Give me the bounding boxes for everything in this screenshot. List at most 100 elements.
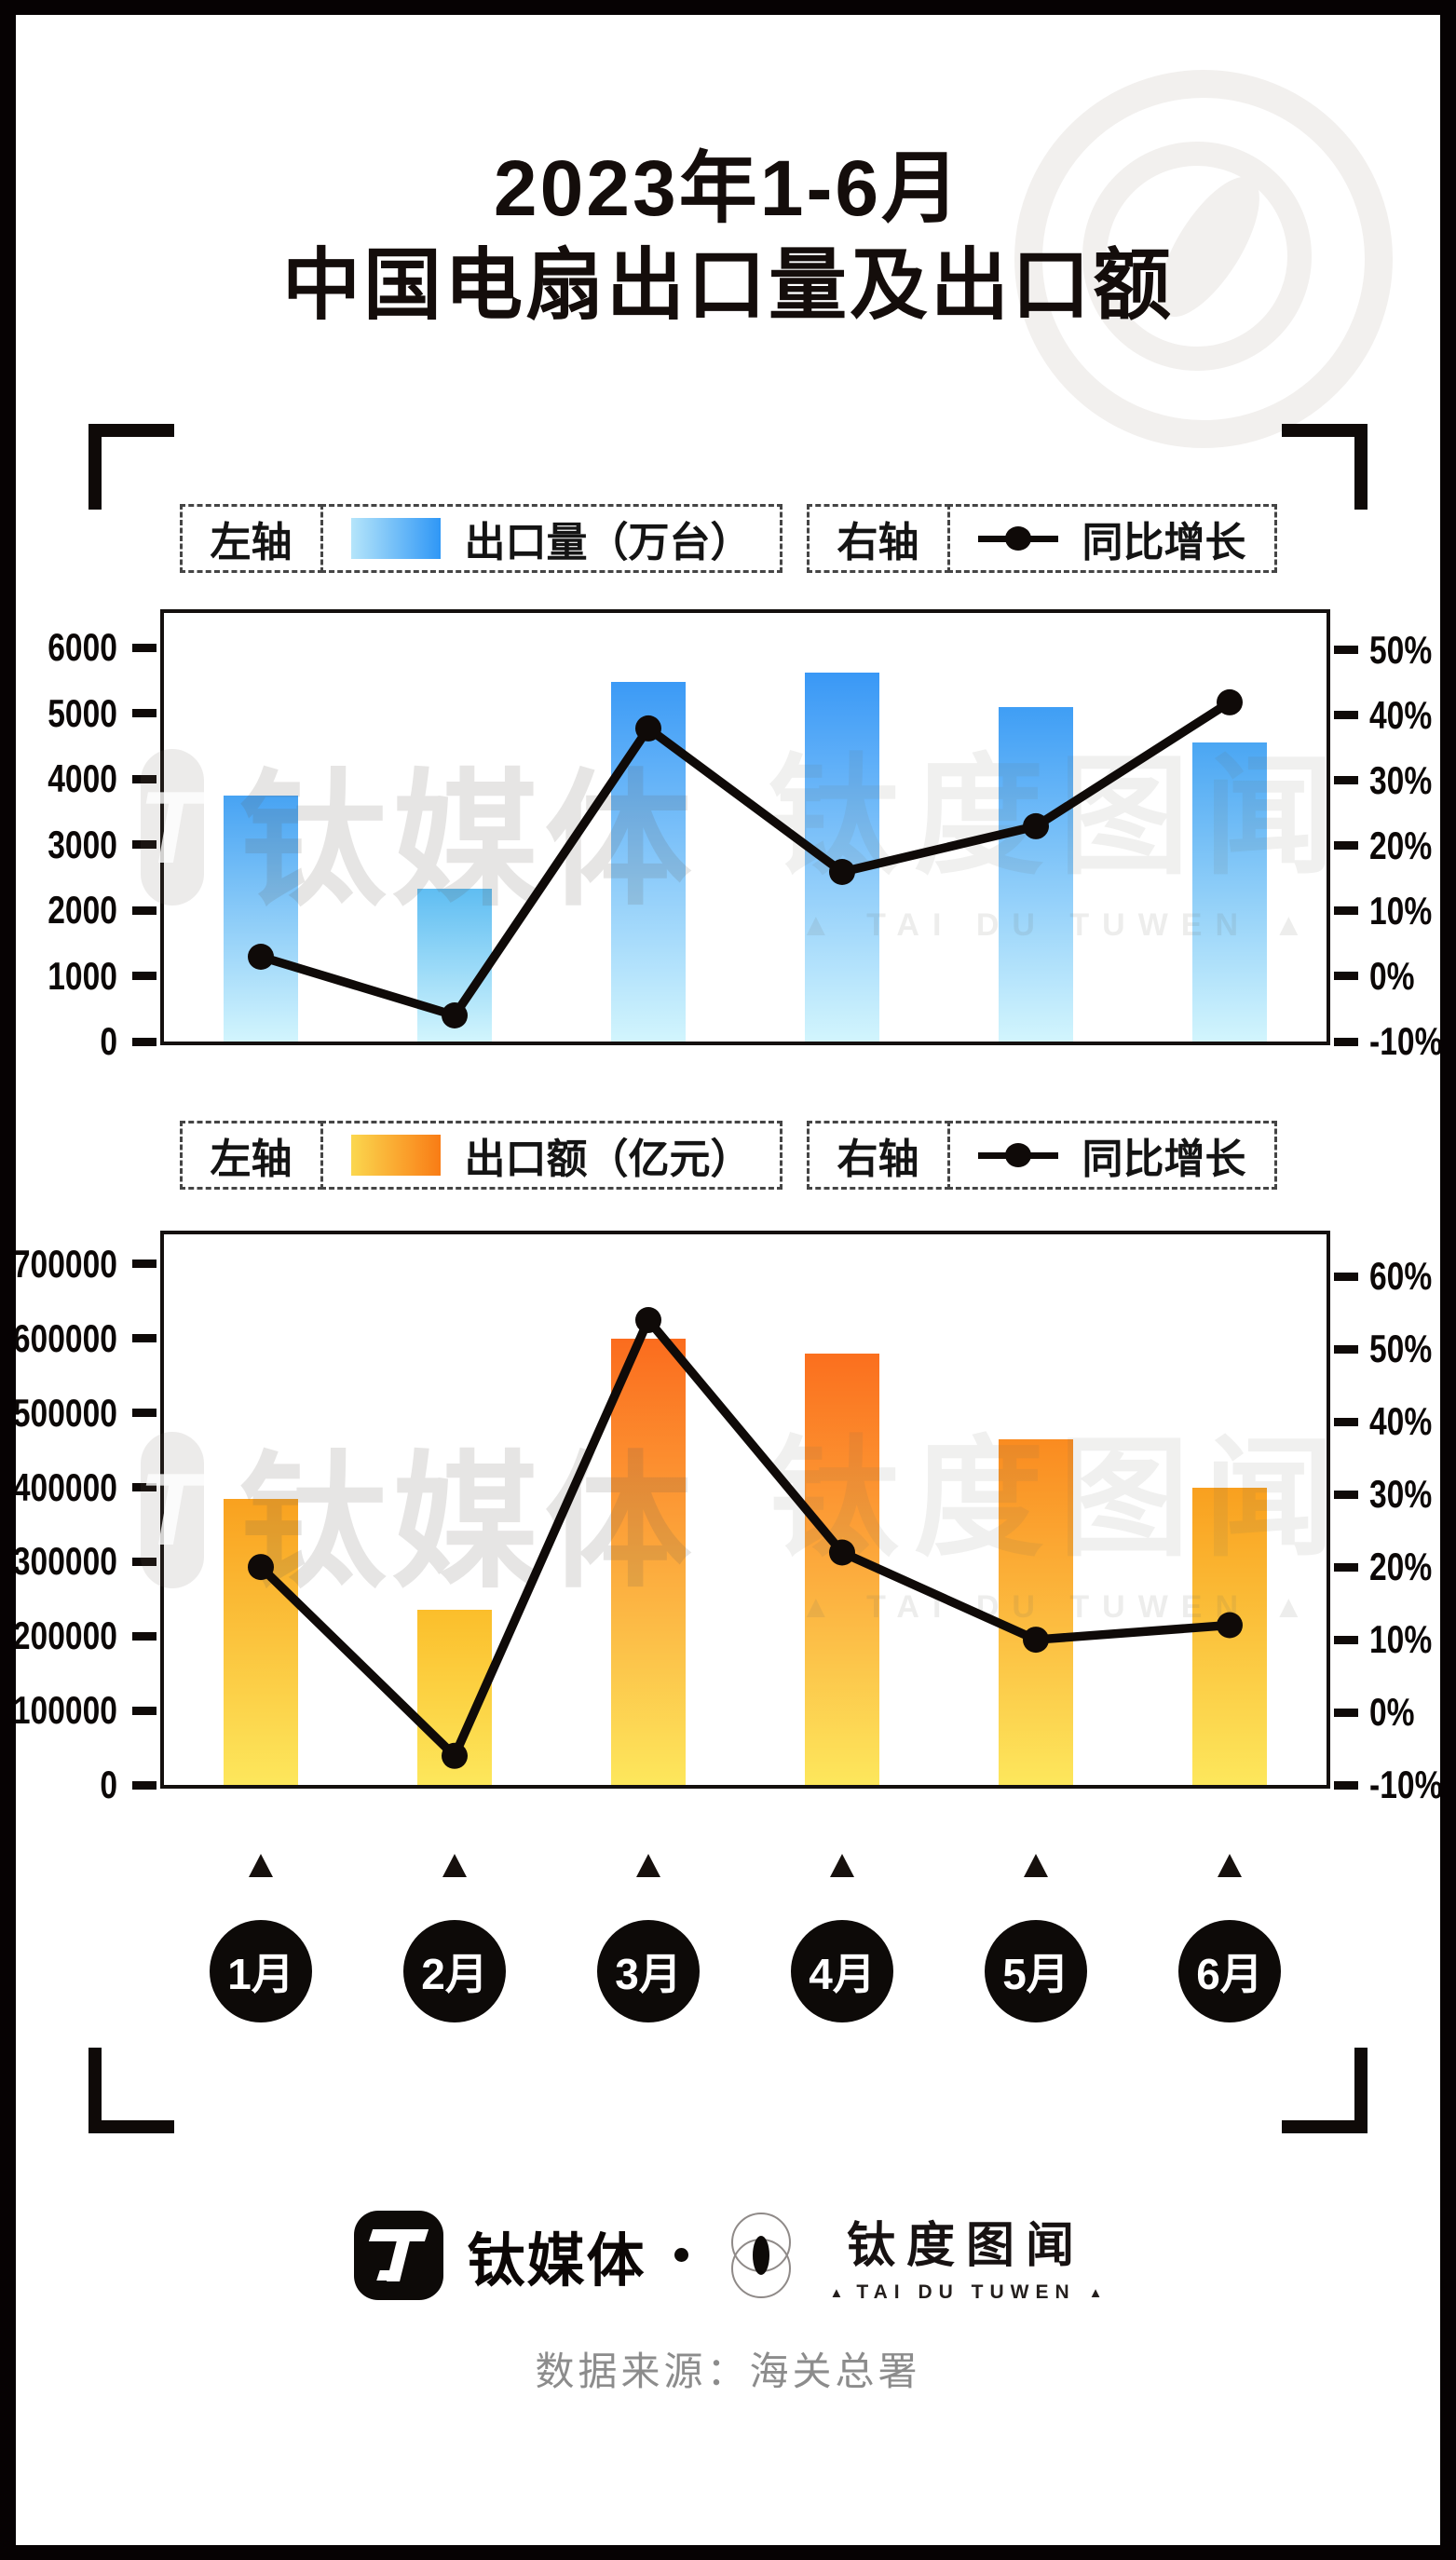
data-source: 数据来源：海关总署 — [535, 2349, 921, 2393]
bar-3月 — [611, 1338, 686, 1785]
month-label: 6月 — [1178, 1920, 1281, 2022]
right-axis-tick-label: 60% — [1369, 1254, 1433, 1299]
right-tick-mark — [1334, 1635, 1358, 1644]
right-axis-tick-label: -10% — [1369, 1763, 1443, 1806]
left-axis-tick-label: 3000 — [48, 822, 117, 866]
left-axis-tick-label: 1000 — [48, 953, 117, 998]
month-label: 1月 — [210, 1920, 312, 2022]
month-cell: 6月 — [1133, 1854, 1327, 2022]
right-tick-mark — [1334, 972, 1358, 981]
legend-cell-left-axis: 左轴 — [179, 1121, 323, 1190]
data-point-5月 — [1023, 812, 1049, 839]
right-axis-tick-label: 10% — [1369, 888, 1433, 933]
title-line-2: 中国电扇出口量及出口额 — [281, 241, 1174, 330]
right-axis-tick-label: 30% — [1369, 757, 1433, 802]
bar-1月 — [224, 1498, 298, 1785]
right-tick-mark — [1334, 1562, 1358, 1572]
footer-brand-name: 钛媒体 — [467, 2228, 646, 2294]
data-point-6月 — [1217, 688, 1243, 715]
right-axis-tick-label: 50% — [1369, 627, 1433, 672]
legend-export-volume: 左轴 出口量（万台） 右轴 同比增长 — [0, 504, 1456, 573]
left-axis-tick-label: 2000 — [48, 888, 117, 932]
bar-4月 — [805, 1353, 879, 1785]
month-label: 2月 — [403, 1920, 506, 2022]
line-marker-icon — [977, 1135, 1058, 1176]
footer-logos: 钛媒体 钛度图闻 ▲ TAI DU TUWEN ▲ — [0, 2206, 1456, 2304]
month-axis: 1月 2月 3月 4月 5月 6月 — [164, 1854, 1327, 2022]
separator-dot-icon — [674, 2248, 688, 2262]
data-point-4月 — [829, 859, 855, 885]
frame-edge-left — [0, 0, 16, 2560]
legend-export-value: 左轴 出口额（亿元） 右轴 同比增长 — [0, 1121, 1456, 1190]
left-axis-tick-label: 300000 — [12, 1539, 117, 1584]
legend-group-right-axis: 右轴 同比增长 — [806, 504, 1277, 573]
data-point-2月 — [442, 1742, 468, 1769]
right-axis-tick-label: 20% — [1369, 1545, 1433, 1589]
tmtpost-logo-icon — [353, 2210, 443, 2300]
line-marker-icon — [977, 518, 1058, 559]
legend-cell-right-axis: 右轴 — [806, 1121, 950, 1190]
line-series-label: 同比增长 — [1082, 520, 1246, 565]
left-tick-mark — [132, 774, 156, 783]
month-cell: 2月 — [358, 1854, 551, 2022]
legend-cell-bar-series: 出口量（万台） — [320, 504, 782, 573]
corner-bracket-top-right-icon — [1282, 424, 1368, 510]
left-tick-mark — [132, 906, 156, 915]
legend-group-left-axis: 左轴 出口量（万台） — [179, 504, 782, 573]
legend-group-left-axis: 左轴 出口额（亿元） — [179, 1121, 782, 1190]
data-point-3月 — [635, 715, 661, 742]
bar-series-swatch-icon — [350, 518, 441, 559]
line-dot — [1004, 526, 1031, 551]
footer-sub-brand: 钛度图闻 — [847, 2219, 1086, 2273]
left-tick-mark — [132, 709, 156, 717]
triangle-up-icon — [1024, 1854, 1048, 1877]
left-tick-mark — [132, 1483, 156, 1492]
month-label: 5月 — [985, 1920, 1087, 2022]
right-axis-tick-label: 40% — [1369, 1399, 1433, 1444]
yoy-growth-line — [248, 1307, 1243, 1769]
left-tick-mark — [132, 1037, 156, 1046]
bar-5月 — [999, 706, 1073, 1042]
triangle-icon: ▲ — [1088, 2284, 1103, 2301]
right-axis-tick-label: 10% — [1369, 1617, 1433, 1662]
month-cell: 5月 — [939, 1854, 1133, 2022]
bar-1月 — [224, 795, 298, 1042]
left-axis-tick-label: 5000 — [48, 690, 117, 735]
plot-area-volume: T钛媒体钛度图闻▲ TAI DU TUWEN ▲0100020003000400… — [48, 613, 1442, 1063]
right-axis-tick-label: 50% — [1369, 1327, 1433, 1371]
left-axis-tick-label: 400000 — [12, 1464, 117, 1509]
left-tick-mark — [132, 1780, 156, 1790]
plot-area-value: T钛媒体钛度图闻▲ TAI DU TUWEN ▲0100000200000300… — [13, 1234, 1443, 1806]
right-axis-label: 右轴 — [837, 1137, 919, 1182]
data-point-6月 — [1217, 1612, 1243, 1639]
left-axis-tick-label: 6000 — [48, 625, 117, 669]
line-dot — [1004, 1143, 1031, 1167]
chart-export-value: T钛媒体钛度图闻▲ TAI DU TUWEN ▲0100000200000300… — [13, 1231, 1443, 1806]
right-axis-tick-label: 0% — [1369, 1690, 1415, 1735]
right-axis-label: 右轴 — [837, 520, 919, 565]
yoy-growth-line — [248, 688, 1243, 1028]
right-tick-mark — [1334, 1037, 1358, 1046]
legend-cell-line-series: 同比增长 — [946, 504, 1277, 573]
right-axis-tick-label: 40% — [1369, 692, 1433, 737]
month-label: 3月 — [597, 1920, 700, 2022]
left-tick-mark — [132, 840, 156, 849]
corner-bracket-bottom-right-icon — [1282, 2048, 1368, 2133]
bar-series-label: 出口额（亿元） — [464, 1137, 752, 1182]
data-point-1月 — [248, 1554, 274, 1581]
line-path — [257, 1312, 1231, 1763]
triangle-icon: ▲ — [829, 2284, 844, 2301]
legend-cell-left-axis: 左轴 — [179, 504, 323, 573]
left-axis-label: 左轴 — [210, 520, 293, 565]
bar-5月 — [999, 1438, 1073, 1785]
left-axis-label: 左轴 — [210, 1137, 293, 1182]
left-tick-mark — [132, 1557, 156, 1566]
right-tick-mark — [1334, 1344, 1358, 1354]
line-path — [259, 698, 1232, 1021]
left-axis-tick-label: 4000 — [48, 756, 117, 800]
right-axis-tick-label: 0% — [1369, 953, 1415, 998]
triangle-up-icon — [442, 1854, 467, 1877]
corner-bracket-bottom-left-icon — [88, 2048, 174, 2133]
corner-bracket-top-left-icon — [88, 424, 174, 510]
data-point-2月 — [442, 1002, 468, 1028]
